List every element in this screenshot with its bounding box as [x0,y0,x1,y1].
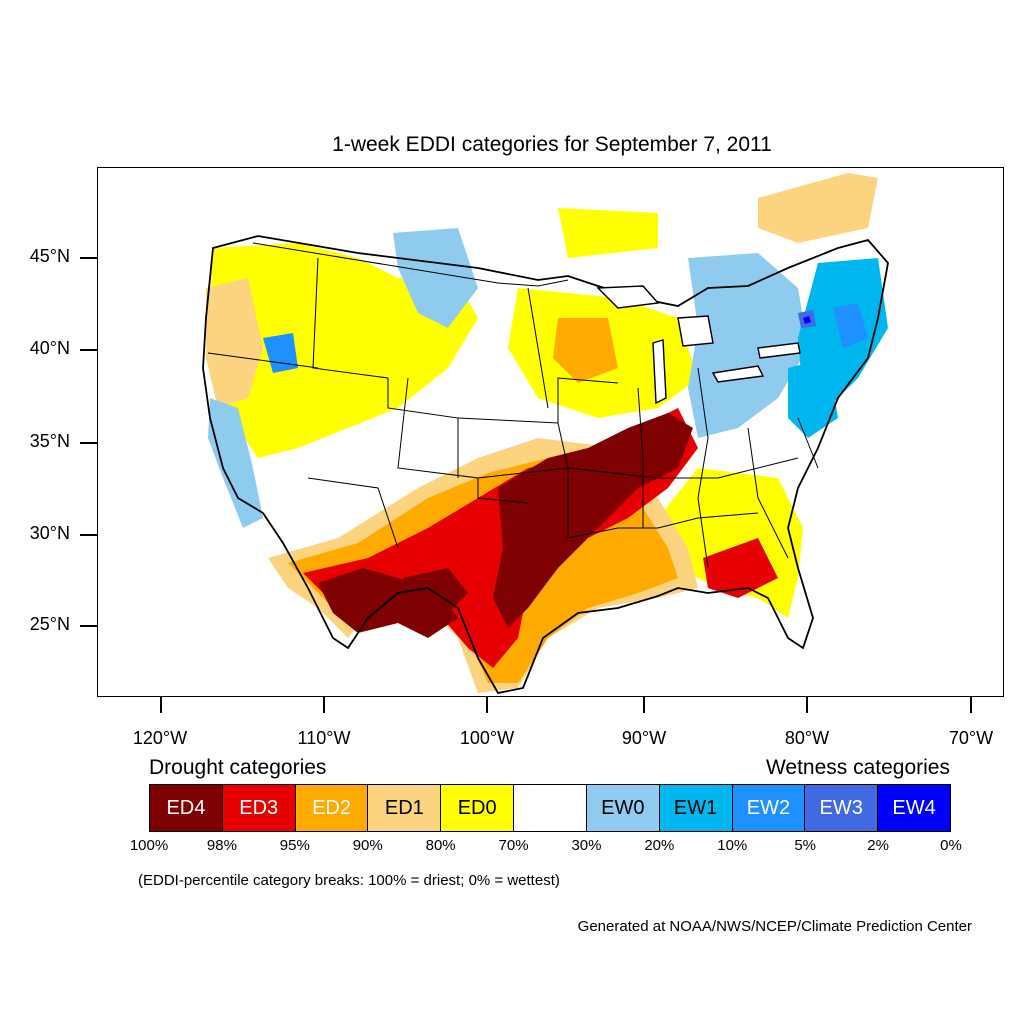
legend-swatch-ed3: ED3 [222,785,296,831]
lat-label-25: 25°N [29,614,70,634]
ew2-region-northeast [833,303,868,348]
ed4-region-texas [318,568,458,638]
lat-label-40: 40°N [29,338,70,358]
legend-swatch-ed4: ED4 [150,785,223,831]
lat-label-35: 35°N [29,431,70,451]
legend-swatch-ew1: EW1 [659,785,733,831]
ew1-region-midatlantic [788,358,838,438]
lon-tick [806,697,808,713]
lat-tick [80,442,97,444]
lat-tick [80,625,97,627]
percentile-label: 80% [425,837,456,854]
legend-color-bar: ED4 ED3 ED2 ED1 ED0 EW0 EW1 EW2 EW3 EW4 [149,784,951,832]
lon-tick [323,697,325,713]
drought-categories-title: Drought categories [149,756,327,779]
ew4-region-northeast [803,316,811,324]
lat-tick [80,349,97,351]
lat-label-45: 45°N [29,246,70,266]
percentile-label: 100% [129,837,169,854]
credit-line: Generated at NOAA/NWS/NCEP/Climate Predi… [577,918,972,935]
legend-swatch-ew2: EW2 [732,785,806,831]
lon-label-120w: 120°W [132,728,188,748]
wetness-categories-title: Wetness categories [765,756,950,779]
percentile-label: 90% [352,837,383,854]
legend-swatch-ed0: ED0 [441,785,515,831]
legend-swatch-neutral [514,785,587,831]
ed4-region-nm [403,568,468,613]
ed2-region-midwest [553,318,618,383]
percentile-label: 95% [279,837,310,854]
lon-label-70w: 70°W [948,728,994,748]
state-boundaries [207,242,819,569]
percentile-label: 30% [571,837,602,854]
percentile-label: 70% [498,837,529,854]
percentile-label: 20% [644,837,675,854]
ed0-region-west [208,243,478,458]
ed3-region-southeast [703,538,778,598]
ew0-region-montana [393,228,478,328]
percentile-label: 5% [794,837,817,854]
great-lakes [596,285,801,405]
coastline-outline [202,235,889,695]
lon-label-110w: 110°W [297,728,351,748]
percentile-label: 0% [940,837,962,854]
legend-swatch-ew0: EW0 [586,785,660,831]
legend-swatch-ew3: EW3 [805,785,879,831]
percentile-label: 2% [867,837,889,854]
ed0-canada-strip [558,208,658,258]
lon-tick [643,697,645,713]
category-breaks-note: (EDDI-percentile category breaks: 100% =… [138,872,560,889]
ed0-canada-east [758,173,878,243]
ew0-region-california [208,398,263,528]
percentile-label: 10% [717,837,748,854]
lat-label-30: 30°N [29,523,70,543]
lon-tick [160,697,162,713]
legend-swatch-ed1: ED1 [368,785,442,831]
lon-label-80w: 80°W [784,728,830,748]
lon-label-90w: 90°W [621,728,667,748]
ew2-region-idaho [263,333,298,373]
lon-tick [486,697,488,713]
lat-tick [80,534,97,536]
map-title: 1-week EDDI categories for September 7, … [332,133,772,156]
ew0-region-northeast [688,253,808,438]
percentile-label: 98% [206,837,237,854]
lat-tick [80,257,97,259]
map-panel [97,167,1004,697]
lon-label-100w: 100°W [459,728,515,748]
legend-swatch-ew4: EW4 [878,785,950,831]
eddi-map [202,173,889,695]
ed1-region-pacific [206,278,263,408]
lon-tick [970,697,972,713]
legend-swatch-ed2: ED2 [295,785,369,831]
